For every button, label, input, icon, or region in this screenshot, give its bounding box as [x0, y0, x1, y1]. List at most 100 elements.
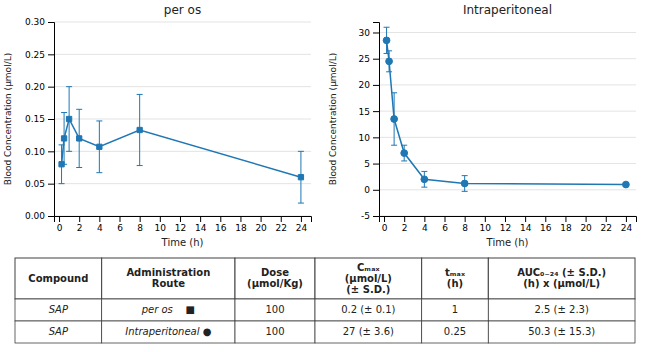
y-tick-mark: [48, 151, 54, 152]
error-bar: [386, 51, 392, 72]
table-header-cell: [488, 258, 635, 299]
table-cell-text: 1: [452, 304, 458, 315]
x-tick-label: 22: [601, 223, 612, 233]
x-tick: 16: [215, 216, 227, 233]
panel: 0246810121416182022240.000.050.100.150.2…: [3, 3, 312, 248]
x-tick: 22: [276, 216, 287, 233]
table-header-text: Cₘₐₓ(μmol/L)(± S.D.): [345, 262, 392, 295]
y-tick-label: 0.30: [25, 17, 45, 27]
x-tick: 24: [621, 216, 633, 233]
table-cell: [235, 299, 315, 321]
x-tick-mark: [200, 216, 201, 222]
x-tick-label: 18: [560, 223, 572, 233]
y-tick: 0.00: [25, 211, 54, 221]
x-tick-mark: [445, 216, 446, 222]
x-tick-mark: [79, 216, 80, 222]
table-header-text: Dose(μmol/Kg): [247, 267, 303, 289]
point: [61, 136, 66, 141]
chart-svg: 0246810121416182022240.000.050.100.150.2…: [0, 0, 650, 352]
y-tick-mark: [373, 111, 379, 112]
x-tick: 14: [195, 216, 207, 233]
x-tick-mark: [606, 216, 607, 222]
table-cell: [235, 321, 315, 343]
x-tick: 2: [77, 216, 83, 233]
x-tick-mark: [281, 216, 282, 222]
y-tick-label: 0.05: [25, 179, 45, 189]
x-tick-mark: [180, 216, 181, 222]
point: [401, 150, 408, 157]
table-cell-text: Intraperitoneal ●: [125, 326, 211, 337]
x-axis-line: [55, 217, 312, 223]
point: [391, 116, 398, 123]
x-tick-mark: [140, 216, 141, 222]
x-tick-label: 0: [57, 223, 63, 233]
x-tick-mark: [424, 216, 425, 222]
y-tick-label: 20: [359, 80, 371, 90]
point: [137, 127, 142, 132]
y-tick: 15: [359, 107, 379, 117]
chart-title: Intraperitoneal: [463, 3, 552, 17]
y-tick-mark: [373, 32, 379, 33]
grid-line: [379, 189, 636, 190]
x-tick-label: 24: [621, 223, 633, 233]
table-header-cell: [315, 258, 422, 299]
error-bar: [384, 27, 390, 53]
y-tick: 0: [364, 185, 379, 195]
x-tick-mark: [626, 216, 627, 222]
x-tick-label: 8: [462, 223, 468, 233]
y-axis-line: [373, 23, 380, 217]
point: [383, 37, 390, 44]
y-tick-label: 30: [359, 28, 371, 38]
grid: [54, 22, 311, 216]
y-tick-mark: [48, 22, 54, 23]
y-tick: 0.25: [25, 50, 54, 60]
x-tick-label: 6: [442, 223, 448, 233]
y-tick-mark: [48, 184, 54, 185]
x-tick-label: 12: [175, 223, 186, 233]
table-cell: [15, 321, 102, 343]
table-cell-text: 100: [265, 326, 284, 337]
point: [421, 176, 428, 183]
x-tick-label: 20: [255, 223, 267, 233]
marks: [383, 27, 629, 191]
chart-title: per os: [164, 3, 201, 17]
table-cell-text: 2.5 (± 2.3): [534, 304, 588, 315]
table-cell: [102, 299, 235, 321]
table-cell: [488, 299, 635, 321]
x-tick-mark: [586, 216, 587, 222]
y-tick: 0.10: [25, 147, 54, 157]
series-line: [62, 119, 301, 177]
x-tick: 0: [382, 216, 388, 233]
grid-line: [54, 183, 311, 184]
error-bar: [462, 176, 468, 192]
grid-line: [54, 86, 311, 87]
y-tick-label: 25: [359, 54, 370, 64]
y-tick: 20: [359, 80, 379, 90]
x-tick: 16: [540, 216, 552, 233]
x-axis: 024681012141618202224: [380, 216, 637, 233]
x-tick-mark: [59, 216, 60, 222]
x-tick-label: 14: [195, 223, 207, 233]
x-tick: 2: [402, 216, 408, 233]
table-header-cell: [235, 258, 315, 299]
error-bar: [401, 145, 407, 161]
x-tick: 6: [117, 216, 123, 233]
x-tick-mark: [384, 216, 385, 222]
x-tick-label: 6: [117, 223, 123, 233]
y-tick-label: 0.15: [25, 114, 45, 124]
y-tick-label: 0.25: [25, 50, 45, 60]
table-cell-text: SAP: [49, 304, 69, 315]
x-tick: 14: [520, 216, 532, 233]
table-header-text: AUC₀₋₂₄ (± S.D.)(h) x (μmol/L): [517, 267, 606, 289]
grid-line: [379, 111, 636, 112]
x-tick: 4: [422, 216, 428, 233]
error-bar: [421, 171, 427, 187]
table-cell: [422, 321, 489, 343]
x-tick-label: 2: [402, 223, 408, 233]
grid-line: [54, 54, 311, 55]
x-axis-title: Time (h): [486, 237, 529, 248]
x-tick-mark: [404, 216, 405, 222]
y-tick-mark: [48, 87, 54, 88]
table-cell: [315, 321, 422, 343]
y-tick-mark: [373, 164, 379, 165]
